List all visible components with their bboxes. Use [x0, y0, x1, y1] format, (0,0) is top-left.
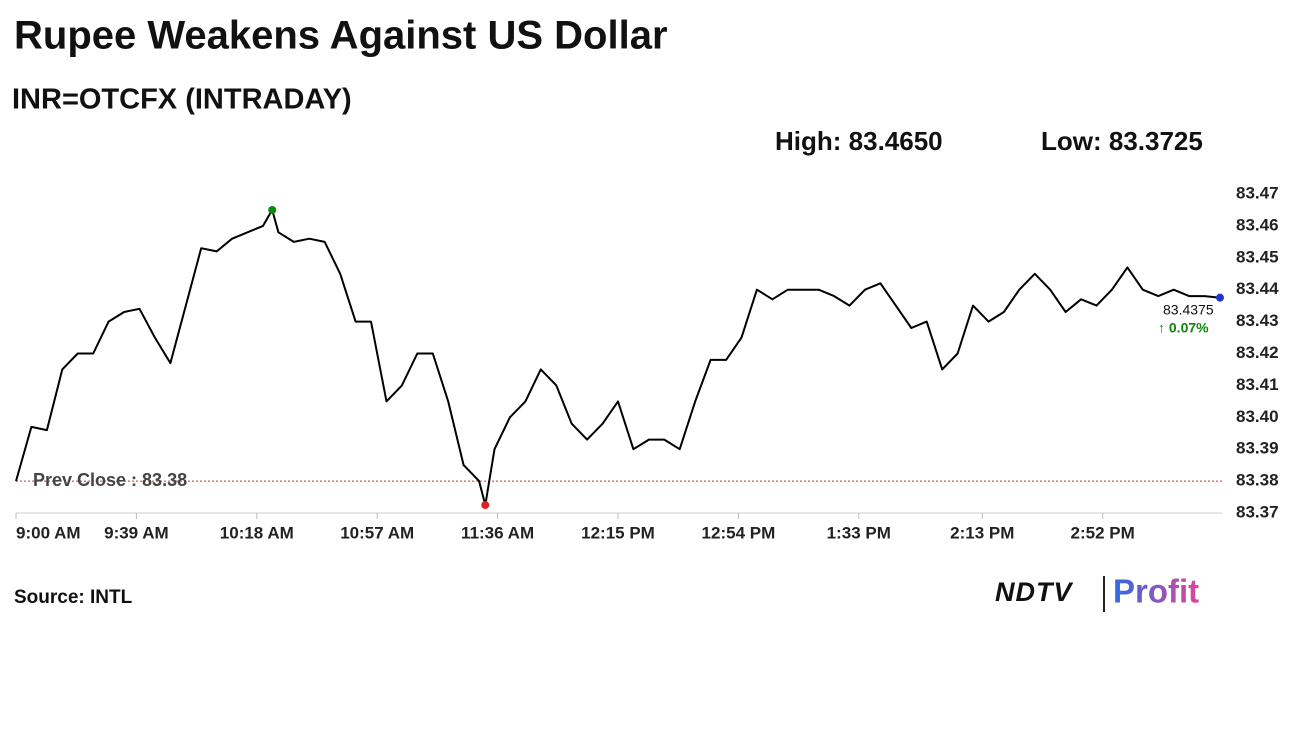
y-tick-label: 83.37: [1236, 502, 1279, 521]
logo-profit: Profit: [1113, 573, 1199, 610]
x-tick-label: 9:00 AM: [16, 523, 81, 542]
low-text: Low: 83.3725: [1041, 126, 1203, 156]
y-tick-label: 83.46: [1236, 215, 1279, 234]
logo-ndtv: NDTV: [995, 577, 1073, 607]
y-tick-label: 83.43: [1236, 311, 1279, 330]
high-text: High: 83.4650: [775, 126, 943, 156]
x-tick-label: 2:13 PM: [950, 523, 1014, 542]
x-tick-label: 1:33 PM: [827, 523, 891, 542]
low-point: [481, 501, 490, 510]
chart-title: Rupee Weakens Against US Dollar: [14, 14, 668, 58]
x-tick-label: 10:57 AM: [340, 523, 414, 542]
chart-subtitle: INR=OTCFX (INTRADAY): [12, 84, 352, 116]
y-tick-label: 83.44: [1236, 279, 1279, 298]
x-tick-label: 2:52 PM: [1071, 523, 1135, 542]
x-tick-label: 11:36 AM: [461, 523, 534, 542]
x-tick-label: 9:39 AM: [104, 523, 169, 542]
y-tick-label: 83.45: [1236, 247, 1279, 266]
high-point: [268, 205, 277, 214]
last-price-label: 83.4375: [1163, 302, 1214, 318]
last-point: [1216, 293, 1224, 302]
change-label: ↑ 0.07%: [1158, 320, 1209, 336]
price-line: [15, 208, 1221, 506]
source: Source: INTL: [14, 587, 133, 608]
x-tick-label: 10:18 AM: [220, 523, 294, 542]
y-tick-label: 83.41: [1236, 375, 1279, 394]
y-tick-label: 83.47: [1236, 183, 1279, 202]
x-tick-label: 12:15 PM: [581, 523, 655, 542]
y-tick-label: 83.39: [1236, 439, 1279, 458]
y-tick-label: 83.42: [1236, 343, 1279, 362]
x-tick-label: 12:54 PM: [702, 523, 776, 542]
y-tick-label: 83.38: [1236, 471, 1279, 490]
y-tick-label: 83.40: [1236, 407, 1279, 426]
prev-close-label: Prev Close : 83.38: [33, 470, 187, 490]
